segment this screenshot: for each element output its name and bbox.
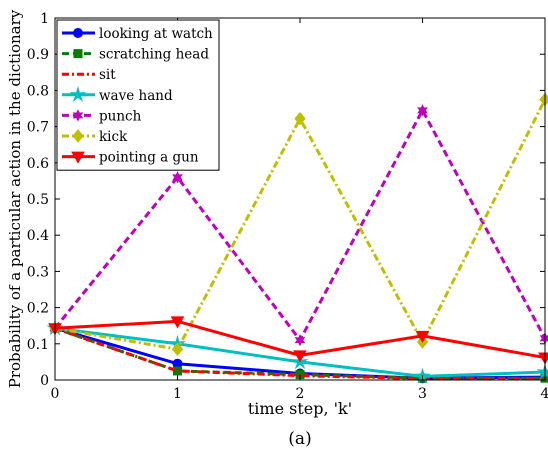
legend-marker bbox=[71, 151, 85, 164]
data-point-marker bbox=[171, 342, 184, 357]
x-tick-label: 3 bbox=[418, 386, 427, 402]
x-axis-label: time step, 'k' bbox=[248, 399, 352, 418]
series-line bbox=[54, 326, 545, 381]
legend-marker bbox=[69, 85, 87, 102]
data-point-marker bbox=[173, 366, 182, 376]
y-tick-label: 0.1 bbox=[27, 337, 49, 353]
axis-ticks: 0 0.1 0.2 0.3 0.4 0.5 0.6 0.7 0.8 0.9 1 0 1 2 3 4 bbox=[27, 11, 548, 402]
plot-lines bbox=[46, 92, 548, 384]
legend: looking at watch scratching head sit wave h… bbox=[56, 19, 220, 171]
data-point-marker bbox=[294, 334, 306, 347]
x-tick-label: 4 bbox=[541, 386, 548, 402]
legend-marker bbox=[73, 49, 83, 59]
data-point-marker bbox=[293, 350, 307, 363]
x-tick-label: 1 bbox=[173, 386, 182, 402]
legend-label: looking at watch bbox=[99, 26, 213, 42]
legend-label: pointing a gun bbox=[99, 150, 199, 166]
data-point-marker bbox=[170, 316, 185, 329]
data-point-marker bbox=[415, 330, 430, 343]
legend-label: sit bbox=[99, 67, 116, 83]
data-point-marker bbox=[417, 104, 428, 117]
data-point-marker bbox=[538, 352, 548, 365]
data-point-marker bbox=[539, 332, 548, 345]
x-tick-label: 2 bbox=[296, 386, 305, 402]
legend-marker bbox=[72, 129, 84, 143]
legend-label: kick bbox=[99, 129, 128, 145]
figure-caption: (a) bbox=[288, 429, 311, 449]
y-tick-label: 0.6 bbox=[27, 156, 49, 172]
data-point-marker bbox=[172, 171, 183, 184]
y-tick-label: 1 bbox=[40, 11, 49, 27]
y-axis-label: Probability of a particular action in th… bbox=[6, 9, 24, 388]
legend-marker bbox=[72, 109, 84, 122]
y-tick-label: 0.2 bbox=[27, 301, 49, 317]
y-tick-label: 0.9 bbox=[27, 47, 49, 63]
y-tick-label: 0 bbox=[40, 373, 49, 389]
legend-label: scratching head bbox=[99, 47, 209, 63]
legend-label: wave hand bbox=[99, 88, 173, 104]
x-tick-label: 0 bbox=[51, 386, 60, 402]
y-tick-label: 0.7 bbox=[27, 120, 49, 136]
y-tick-label: 0.5 bbox=[27, 192, 49, 208]
y-tick-label: 0.4 bbox=[27, 228, 49, 244]
legend-label: punch bbox=[99, 108, 142, 124]
y-tick-label: 0.8 bbox=[27, 83, 49, 99]
y-tick-label: 0.3 bbox=[27, 264, 49, 280]
data-point-marker bbox=[294, 111, 306, 126]
legend-marker bbox=[73, 28, 83, 38]
